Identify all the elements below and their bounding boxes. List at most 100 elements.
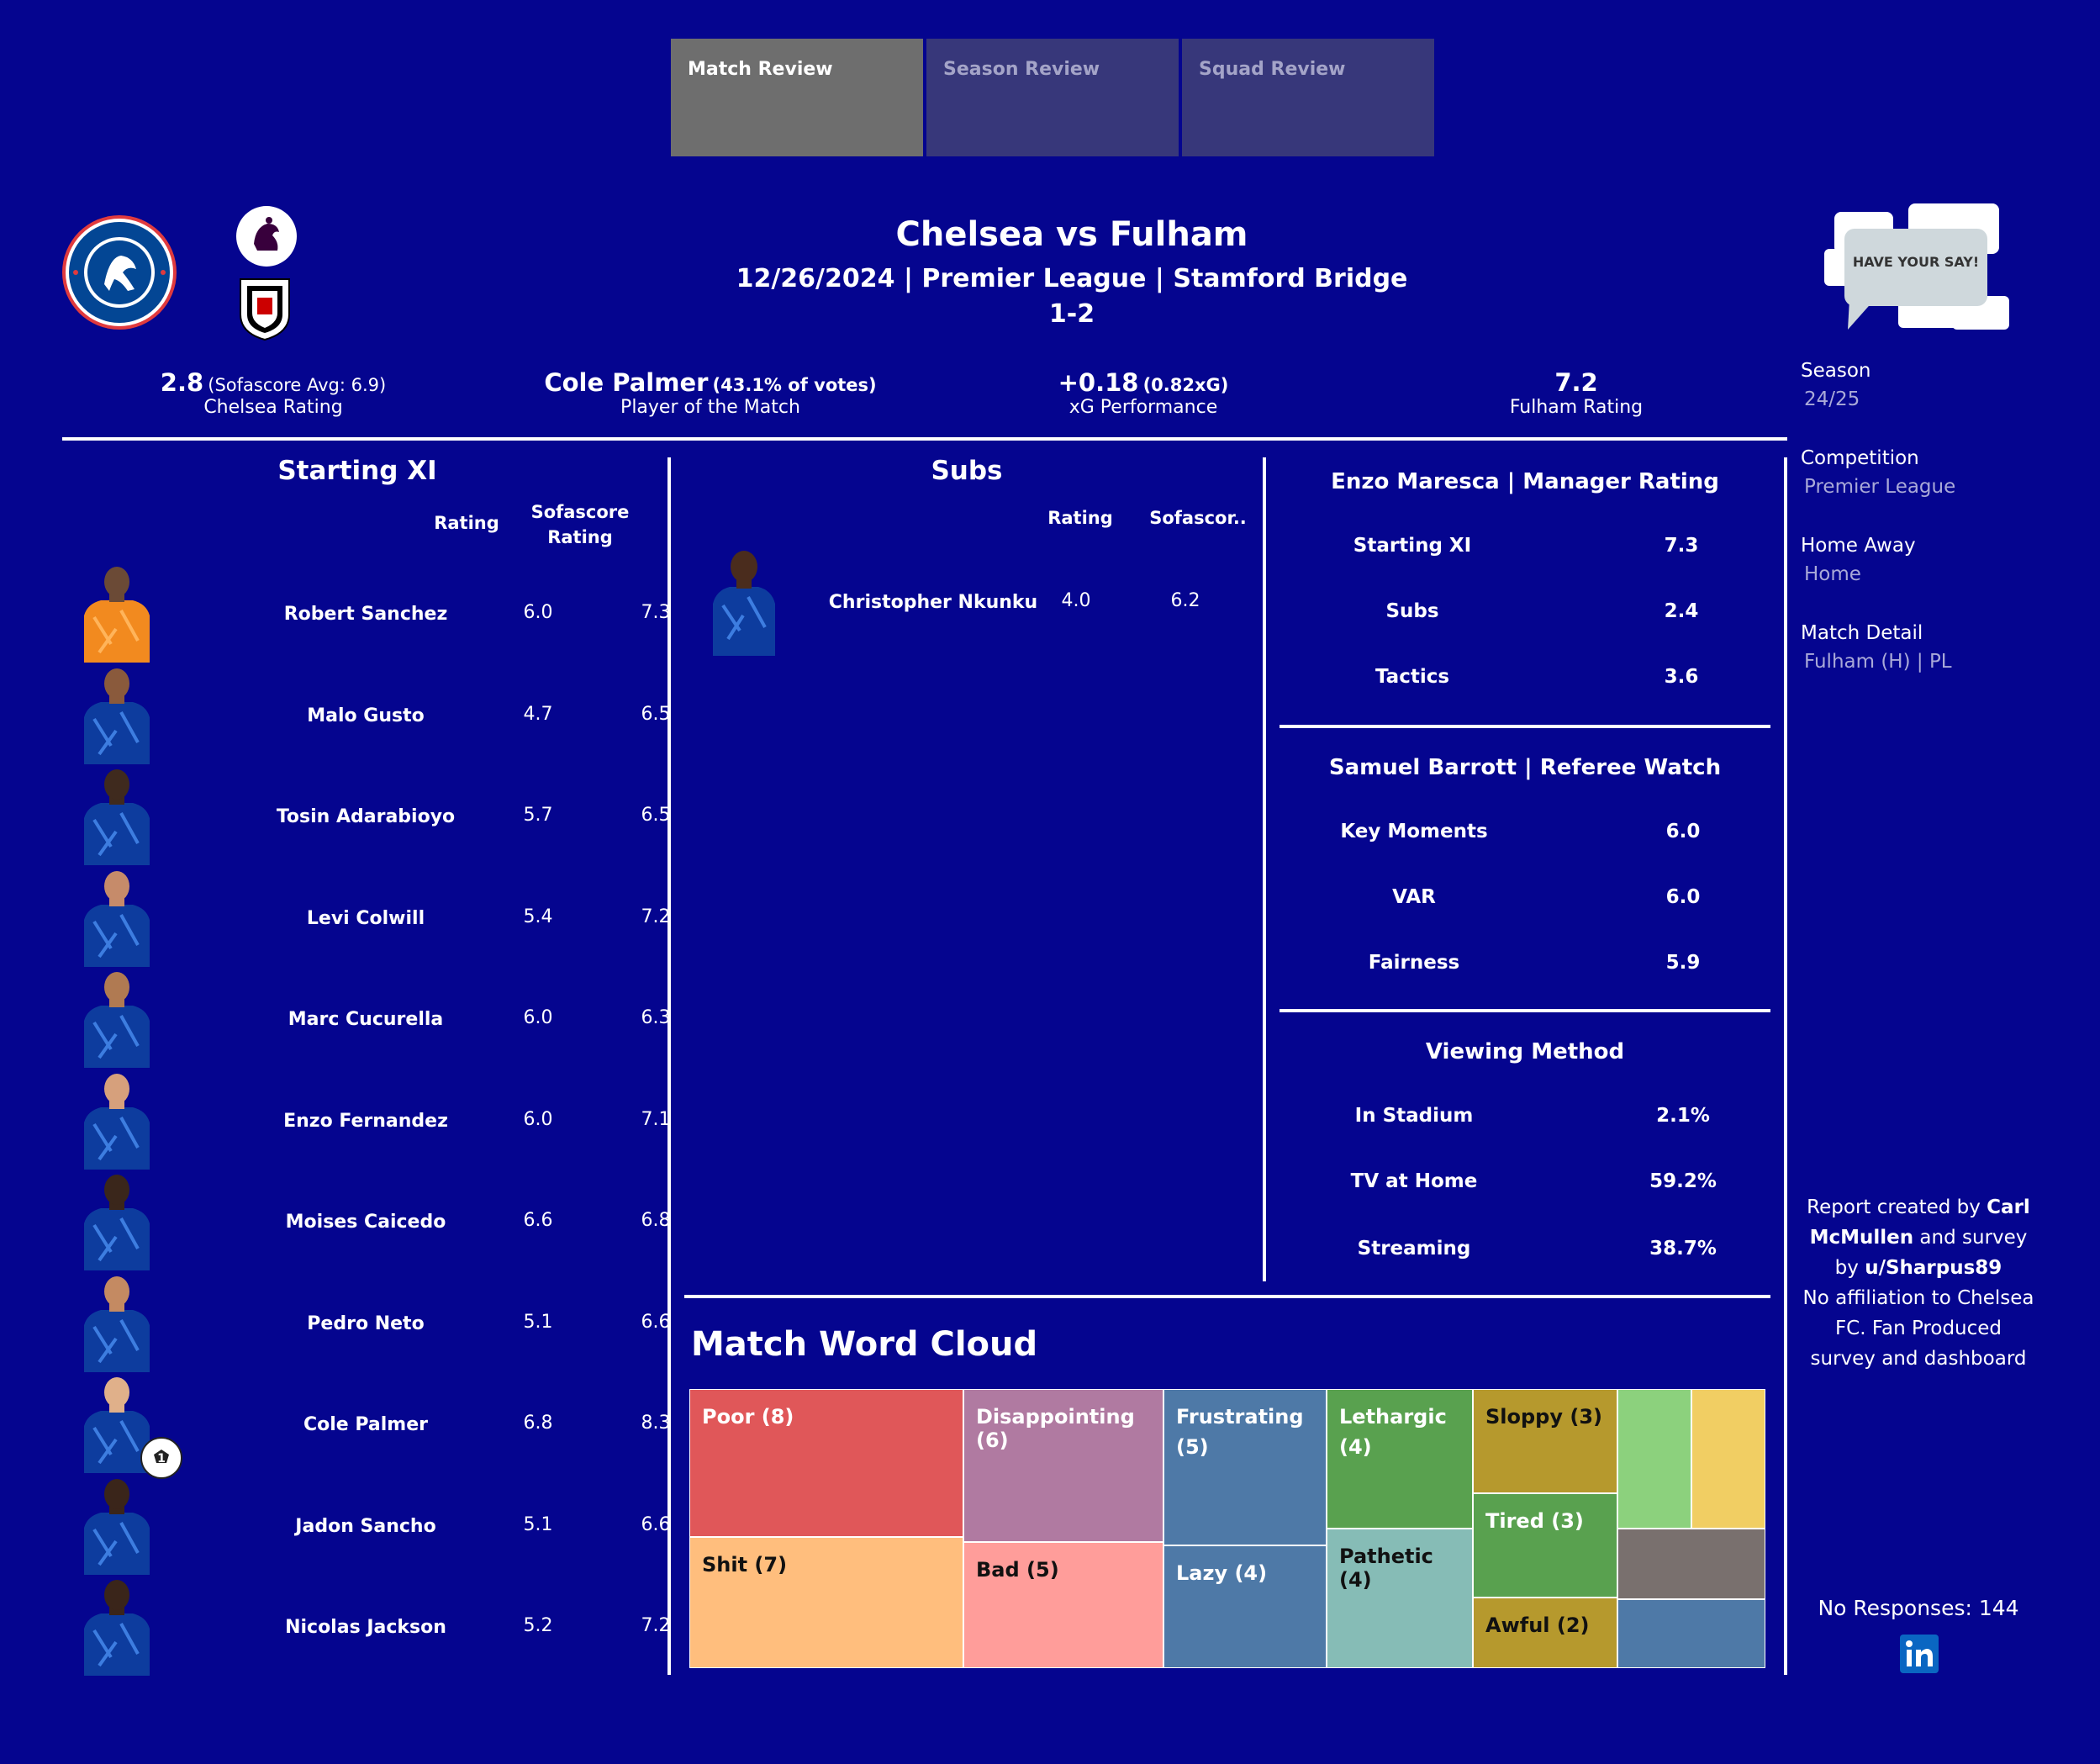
referee-row-var: VAR 6.0 xyxy=(1280,886,1784,920)
starting-xi-row[interactable]: Robert Sanchez 6.0 7.3 xyxy=(59,562,698,663)
starting-xi-col-sofascore: Sofascore Rating xyxy=(530,502,630,547)
filter-home-away[interactable]: Home Away Home xyxy=(1801,535,2087,585)
word-tile-tired[interactable]: Tired (3) xyxy=(1473,1493,1617,1598)
word-tile-lazy[interactable]: Lazy (4) xyxy=(1163,1545,1327,1668)
word-tile-poor[interactable]: Poor (8) xyxy=(689,1389,963,1537)
player-name: Pedro Neto xyxy=(307,1312,425,1334)
word-tile-disappointing[interactable]: Disappointing (6) xyxy=(963,1389,1163,1542)
filter-season[interactable]: Season 24/25 xyxy=(1801,360,2087,410)
starting-xi-row[interactable]: Jadon Sancho 5.1 6.6 xyxy=(59,1474,698,1575)
player-rating: 6.0 xyxy=(523,1007,553,1028)
sub-row[interactable]: Christopher Nkunku 4.0 6.2 xyxy=(698,547,1253,656)
referee-viewing-divider xyxy=(1280,1009,1770,1012)
word-tile-bad[interactable]: Bad (5) xyxy=(963,1542,1163,1668)
match-score: 1-2 xyxy=(1048,299,1095,329)
player-sofascore: 6.8 xyxy=(641,1210,671,1231)
player-rating: 6.8 xyxy=(523,1413,553,1434)
starting-xi-row[interactable]: Malo Gusto 4.7 6.5 xyxy=(59,663,698,764)
manager-row-label: Tactics xyxy=(1374,666,1450,688)
player-avatar xyxy=(84,668,150,764)
referee-row-label: Fairness xyxy=(1368,952,1460,974)
subs-col-rating: Rating xyxy=(1047,508,1113,528)
starting-xi-list: Robert Sanchez 6.0 7.3 Malo Gusto 4.7 6.5 To… xyxy=(59,562,698,1680)
filter-match-detail[interactable]: Match Detail Fulham (H) | PL xyxy=(1801,622,2087,673)
tab-season-review[interactable]: Season Review xyxy=(926,39,1179,156)
filter-label: Home Away xyxy=(1801,535,1916,557)
player-rating: 5.7 xyxy=(523,805,553,826)
kpi-xg-label: xG Performance xyxy=(1068,397,1218,418)
referee-row-label: Key Moments xyxy=(1340,821,1488,842)
kpi-fulham-rating: 7.2 Fulham Rating xyxy=(1412,368,1740,418)
filter-value: Premier League xyxy=(1804,476,1956,498)
starting-xi-row[interactable]: Tosin Adarabioyo 5.7 6.5 xyxy=(59,764,698,865)
player-name: Tosin Adarabioyo xyxy=(276,806,456,827)
referee-row-value: 5.9 xyxy=(1665,952,1701,974)
viewing-row-value: 2.1% xyxy=(1656,1105,1710,1127)
starting-xi-row[interactable]: Levi Colwill 5.4 7.2 xyxy=(59,866,698,967)
player-rating: 4.7 xyxy=(523,703,553,725)
word-tile-shit[interactable]: Shit (7) xyxy=(689,1537,963,1668)
have-your-say-button[interactable]: HAVE YOUR SAY! xyxy=(1824,198,2018,341)
word-tile-small-2[interactable] xyxy=(1691,1389,1765,1529)
player-sofascore: 8.3 xyxy=(641,1413,671,1434)
word-tile-small-1[interactable] xyxy=(1617,1389,1691,1529)
kpi-xg-note: (0.82xG) xyxy=(1142,375,1229,395)
kpi-chelsea-rating: 2.8 (Sofascore Avg: 6.9) Chelsea Rating xyxy=(101,368,446,418)
player-avatar xyxy=(84,1377,150,1473)
manager-title: Enzo Maresca | Manager Rating xyxy=(1331,469,1719,494)
word-cloud-treemap: Poor (8) Shit (7) Disappointing (6) Bad … xyxy=(689,1389,1765,1668)
referee-row-value: 6.0 xyxy=(1665,886,1701,908)
player-sofascore: 7.1 xyxy=(641,1108,671,1130)
kpi-fulham-rating-value: 7.2 xyxy=(1554,368,1598,397)
manager-row-label: Subs xyxy=(1385,600,1439,622)
player-sofascore: 6.5 xyxy=(641,703,671,725)
credits-part2: and survey by xyxy=(1834,1227,2028,1279)
sub-rating: 4.0 xyxy=(1061,590,1091,611)
starting-xi-title: Starting XI xyxy=(277,456,437,486)
manager-row-label: Starting XI xyxy=(1353,535,1472,557)
player-avatar xyxy=(84,1175,150,1270)
player-sofascore: 6.3 xyxy=(641,1007,671,1028)
word-tile-small-3[interactable] xyxy=(1617,1529,1765,1599)
manager-row-value: 2.4 xyxy=(1664,600,1699,622)
player-rating: 6.0 xyxy=(523,1108,553,1130)
filter-label: Match Detail xyxy=(1801,622,1923,644)
word-tile-sloppy[interactable]: Sloppy (3) xyxy=(1473,1389,1617,1493)
player-sofascore: 6.5 xyxy=(641,805,671,826)
player-name: Moises Caicedo xyxy=(285,1212,446,1233)
viewing-row-label: In Stadium xyxy=(1354,1105,1474,1127)
word-tile-pathetic[interactable]: Pathetic (4) xyxy=(1327,1529,1473,1668)
kpi-xg: +0.18 (0.82xG) xG Performance xyxy=(975,368,1311,418)
viewing-row-label: TV at Home xyxy=(1350,1170,1478,1192)
referee-row-label: VAR xyxy=(1392,886,1436,908)
responses-count: No Responses: 144 xyxy=(1818,1596,2019,1620)
fulham-crest-icon xyxy=(240,278,290,341)
player-avatar xyxy=(84,1073,150,1170)
player-avatar xyxy=(84,1275,150,1372)
word-tile-awful[interactable]: Awful (2) xyxy=(1473,1598,1617,1668)
starting-xi-row[interactable]: Marc Cucurella 6.0 6.3 xyxy=(59,967,698,1068)
starting-xi-row[interactable]: Nicolas Jackson 5.2 7.2 xyxy=(59,1575,698,1676)
player-avatar xyxy=(84,870,150,967)
word-tile-small-4[interactable] xyxy=(1617,1599,1765,1668)
player-name: Jadon Sancho xyxy=(295,1515,436,1537)
player-rating: 6.6 xyxy=(523,1210,553,1231)
goal-count: 1 xyxy=(157,1452,166,1466)
starting-xi-row[interactable]: Enzo Fernandez 6.0 7.1 xyxy=(59,1069,698,1170)
credits-author: Carl McMullen xyxy=(1809,1196,2030,1249)
tab-match-review[interactable]: Match Review xyxy=(671,39,923,156)
credits-text: Report created by Carl McMullen and surv… xyxy=(1801,1192,2036,1374)
linkedin-icon[interactable] xyxy=(1900,1635,1939,1673)
word-tile-lethargic[interactable]: Lethargic (4) xyxy=(1327,1389,1473,1529)
word-tile-frustrating[interactable]: Frustrating (5) xyxy=(1163,1389,1327,1545)
starting-xi-row[interactable]: Pedro Neto 5.1 6.6 xyxy=(59,1271,698,1372)
filter-competition[interactable]: Competition Premier League xyxy=(1801,447,2087,498)
manager-row-starting-xi: Starting XI 7.3 xyxy=(1278,535,1782,568)
player-name: Robert Sanchez xyxy=(283,604,448,625)
starting-xi-row[interactable]: 1 Cole Palmer 6.8 8.3 xyxy=(59,1372,698,1479)
referee-row-fairness: Fairness 5.9 xyxy=(1280,952,1784,985)
starting-xi-row[interactable]: Moises Caicedo 6.6 6.8 xyxy=(59,1170,698,1270)
tab-squad-review[interactable]: Squad Review xyxy=(1182,39,1434,156)
player-name: Nicolas Jackson xyxy=(285,1617,446,1638)
filter-label: Season xyxy=(1801,360,1871,382)
